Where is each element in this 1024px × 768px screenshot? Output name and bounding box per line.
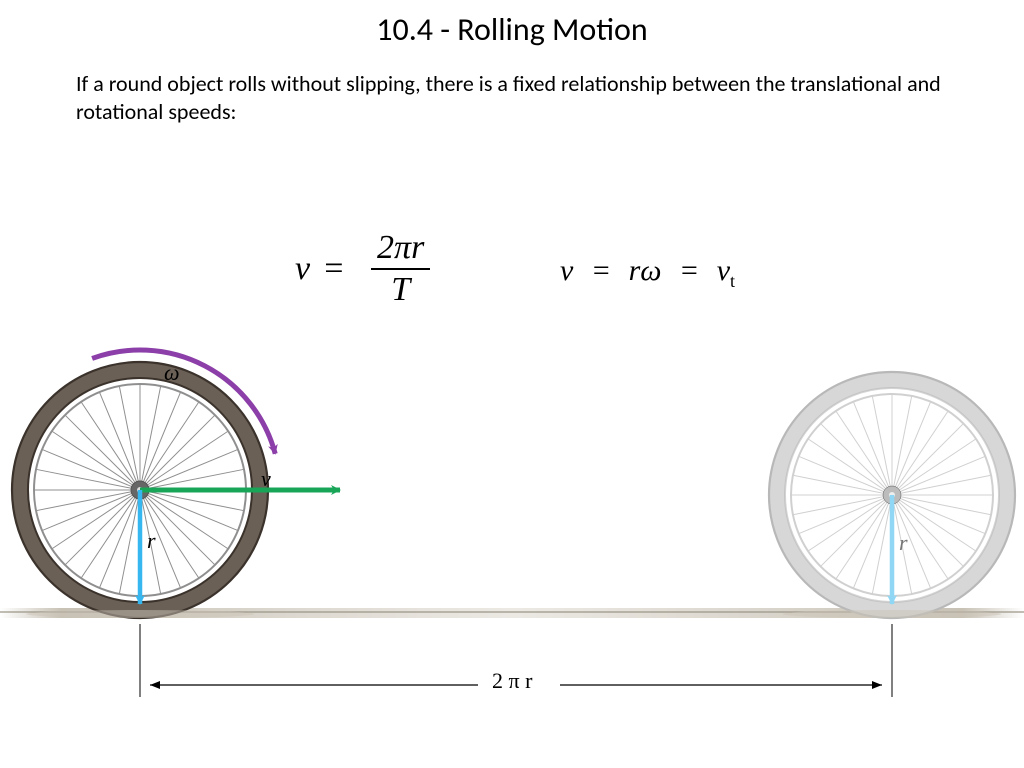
- v-label: v: [261, 466, 271, 492]
- rolling-motion-diagram: [0, 0, 1024, 768]
- omega-label: ω: [164, 360, 180, 386]
- r-label-right: r: [899, 530, 908, 556]
- r-label-left: r: [147, 528, 156, 554]
- distance-label: 2 π r: [492, 668, 532, 694]
